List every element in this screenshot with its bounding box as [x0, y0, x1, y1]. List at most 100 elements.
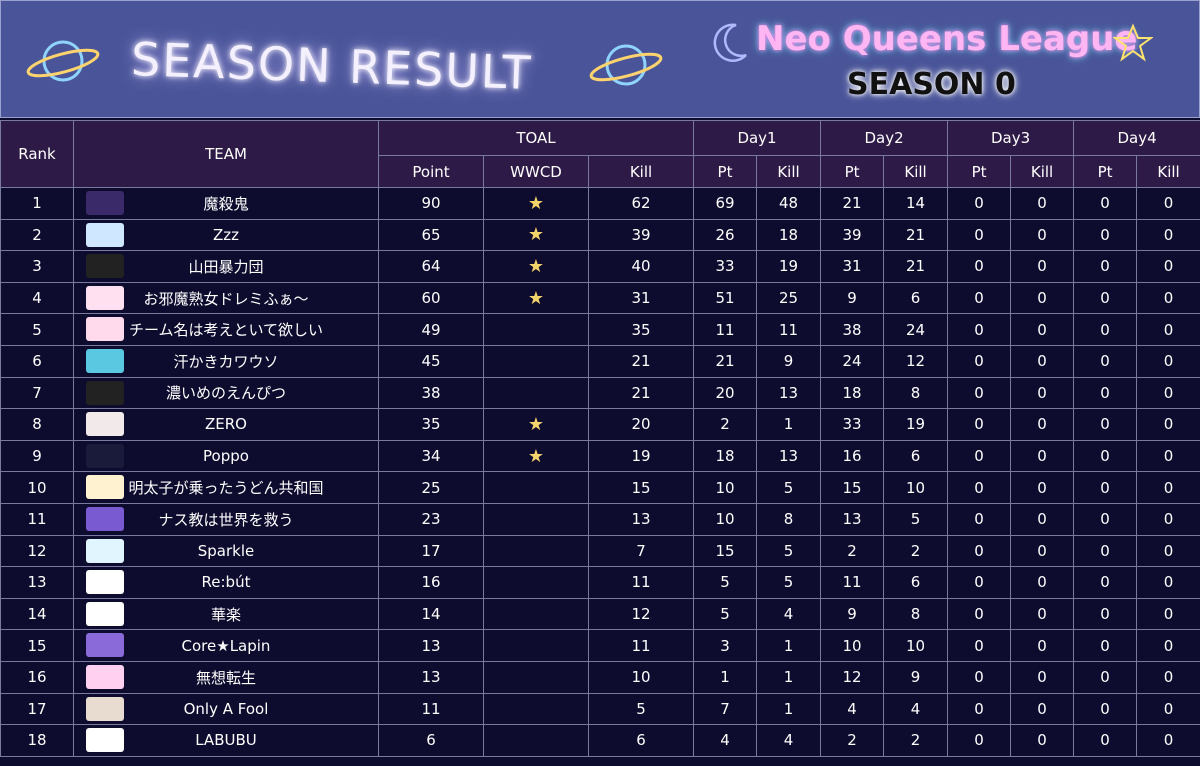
rank-cell: 2 [0, 218, 74, 252]
score-cell: 6 [378, 724, 484, 757]
rank-cell: 3 [0, 250, 74, 283]
score-cell: 60 [378, 281, 484, 315]
score-cell: 3 [693, 629, 758, 662]
score-cell: 0 [1010, 313, 1075, 346]
score-cell: 0 [1073, 344, 1138, 378]
score-cell: 12 [587, 597, 695, 631]
score-cell: 10 [883, 471, 949, 504]
score-cell: 9 [756, 344, 822, 378]
score-cell: 0 [1136, 534, 1200, 568]
score-cell: 5 [693, 597, 758, 631]
group-header: Day4 [1073, 120, 1200, 156]
table-row: 3 山田暴力団 64 ★ 40 33 19 31 21 0 0 0 0 [0, 250, 1200, 283]
score-cell: 90 [378, 187, 484, 220]
team-header: TEAM [73, 120, 379, 188]
score-cell: 24 [820, 344, 885, 378]
wwcd-cell [483, 724, 589, 757]
table-row: 11 ナス教は世界を救う 23 13 10 8 13 5 0 0 0 0 [0, 502, 1200, 536]
table-row: 6 汗かきカワウソ 45 21 21 9 24 12 0 0 0 0 [0, 344, 1200, 378]
score-cell: 0 [1136, 629, 1200, 662]
league-name: Neo Queens League [756, 19, 1138, 59]
score-cell: 2 [883, 534, 949, 568]
team-name: Only A Fool [183, 699, 269, 718]
team-logo [86, 601, 124, 626]
score-cell: 0 [947, 281, 1012, 315]
result-table: Rank TEAM TOAL Day1 Day2 Day3 Day4 Point WWCD… [0, 120, 1200, 757]
score-cell: 0 [1136, 597, 1200, 631]
score-cell: 17 [378, 534, 484, 568]
team-logo [86, 538, 124, 563]
wwcd-cell [483, 629, 589, 662]
score-cell: 7 [693, 692, 758, 726]
team-name: 濃いめのえんぴつ [165, 384, 286, 403]
planet-icon [589, 44, 663, 86]
table-row: 15 Core★Lapin 13 11 3 1 10 10 0 0 0 0 [0, 629, 1200, 662]
score-cell: 0 [1010, 566, 1075, 599]
rank-header: Rank [0, 120, 74, 188]
score-cell: 15 [693, 534, 758, 568]
score-cell: 0 [947, 502, 1012, 536]
score-cell: 0 [947, 344, 1012, 378]
rank-cell: 18 [0, 724, 74, 757]
score-cell: 8 [883, 597, 949, 631]
wwcd-cell [483, 502, 589, 536]
score-cell: 2 [883, 724, 949, 757]
table-row: 4 お邪魔熟女ドレミふぁ～ 60 ★ 31 51 25 9 6 0 0 0 0 [0, 281, 1200, 315]
score-cell: 0 [947, 187, 1012, 220]
score-cell: 11 [820, 566, 885, 599]
score-cell: 21 [883, 250, 949, 283]
score-cell: 0 [1136, 502, 1200, 536]
moon-icon [713, 23, 747, 62]
sub-header: WWCD [483, 155, 589, 188]
score-cell: 15 [587, 471, 695, 504]
rank-cell: 14 [0, 597, 74, 631]
wwcd-cell: ★ [483, 439, 589, 473]
score-cell: 34 [378, 439, 484, 473]
sub-header: Kill [883, 155, 949, 188]
score-cell: 0 [1073, 597, 1138, 631]
team-cell: Only A Fool [73, 692, 379, 726]
score-cell: 0 [1010, 502, 1075, 536]
score-cell: 10 [587, 660, 695, 694]
team-name: Sparkle [197, 541, 255, 560]
team-name: Poppo [203, 447, 249, 466]
rank-cell: 4 [0, 281, 74, 315]
team-cell: 無想転生 [73, 660, 379, 694]
team-name: 汗かきカワウソ [173, 352, 279, 371]
wwcd-cell [483, 376, 589, 410]
score-cell: 0 [1073, 502, 1138, 536]
team-logo [86, 254, 124, 279]
team-name: Zzz [212, 225, 240, 244]
team-cell: LABUBU [73, 724, 379, 757]
header-banner: SEASON RESULT Neo Queens League SEASON 0 [0, 0, 1200, 118]
score-cell: 31 [587, 281, 695, 315]
score-cell: 0 [1073, 534, 1138, 568]
score-cell: 0 [947, 724, 1012, 757]
sub-header: Kill [1136, 155, 1200, 188]
score-cell: 11 [756, 313, 822, 346]
score-cell: 5 [756, 534, 822, 568]
score-cell: 0 [947, 597, 1012, 631]
score-cell: 5 [587, 692, 695, 726]
score-cell: 18 [693, 439, 758, 473]
score-cell: 20 [587, 408, 695, 441]
rank-cell: 11 [0, 502, 74, 536]
score-cell: 0 [1073, 281, 1138, 315]
score-cell: 5 [756, 566, 822, 599]
title: SEASON RESULT [130, 32, 534, 100]
score-cell: 13 [820, 502, 885, 536]
table-row: 17 Only A Fool 11 5 7 1 4 4 0 0 0 0 [0, 692, 1200, 726]
score-cell: 0 [1073, 313, 1138, 346]
score-cell: 9 [883, 660, 949, 694]
score-cell: 12 [820, 660, 885, 694]
score-cell: 0 [1073, 439, 1138, 473]
rank-cell: 7 [0, 376, 74, 410]
score-cell: 6 [883, 439, 949, 473]
score-cell: 1 [756, 408, 822, 441]
rank-cell: 13 [0, 566, 74, 599]
table-row: 13 Re:bút 16 11 5 5 11 6 0 0 0 0 [0, 566, 1200, 599]
wwcd-cell [483, 692, 589, 726]
score-cell: 0 [1136, 439, 1200, 473]
score-cell: 1 [756, 660, 822, 694]
